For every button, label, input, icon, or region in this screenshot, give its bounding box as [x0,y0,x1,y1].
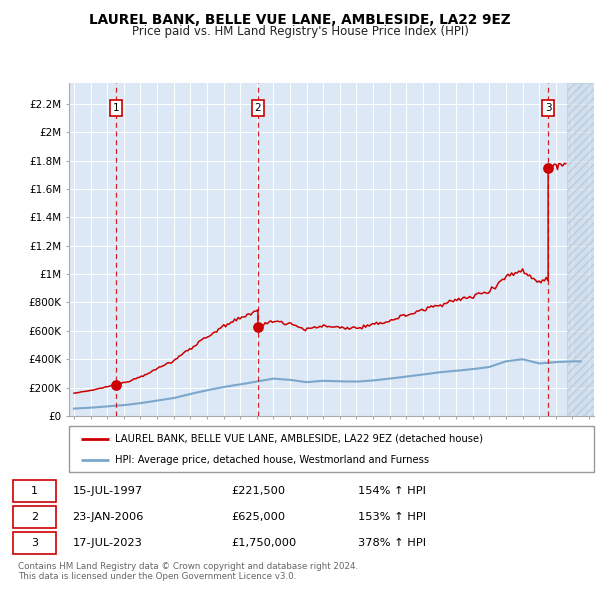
Text: 2: 2 [254,103,261,113]
Text: 23-JAN-2006: 23-JAN-2006 [73,512,144,522]
Text: 2: 2 [31,512,38,522]
Point [253,323,263,332]
Text: £221,500: £221,500 [231,486,285,496]
FancyBboxPatch shape [13,506,56,528]
Text: £1,750,000: £1,750,000 [231,538,296,548]
Point [112,380,121,389]
Text: Price paid vs. HM Land Registry's House Price Index (HPI): Price paid vs. HM Land Registry's House … [131,25,469,38]
Point [544,163,553,172]
Text: 3: 3 [31,538,38,548]
Text: HPI: Average price, detached house, Westmorland and Furness: HPI: Average price, detached house, West… [115,454,429,464]
Text: 153% ↑ HPI: 153% ↑ HPI [358,512,426,522]
Text: 3: 3 [545,103,551,113]
Text: 1: 1 [113,103,119,113]
FancyBboxPatch shape [13,480,56,502]
Text: 154% ↑ HPI: 154% ↑ HPI [358,486,425,496]
Text: 17-JUL-2023: 17-JUL-2023 [73,538,142,548]
Text: 378% ↑ HPI: 378% ↑ HPI [358,538,426,548]
Text: LAUREL BANK, BELLE VUE LANE, AMBLESIDE, LA22 9EZ: LAUREL BANK, BELLE VUE LANE, AMBLESIDE, … [89,13,511,27]
Text: LAUREL BANK, BELLE VUE LANE, AMBLESIDE, LA22 9EZ (detached house): LAUREL BANK, BELLE VUE LANE, AMBLESIDE, … [115,434,482,444]
Text: 15-JUL-1997: 15-JUL-1997 [73,486,143,496]
Text: Contains HM Land Registry data © Crown copyright and database right 2024.
This d: Contains HM Land Registry data © Crown c… [18,562,358,581]
Text: £625,000: £625,000 [231,512,285,522]
Bar [568,83,594,416]
FancyBboxPatch shape [13,532,56,554]
Text: 1: 1 [31,486,38,496]
